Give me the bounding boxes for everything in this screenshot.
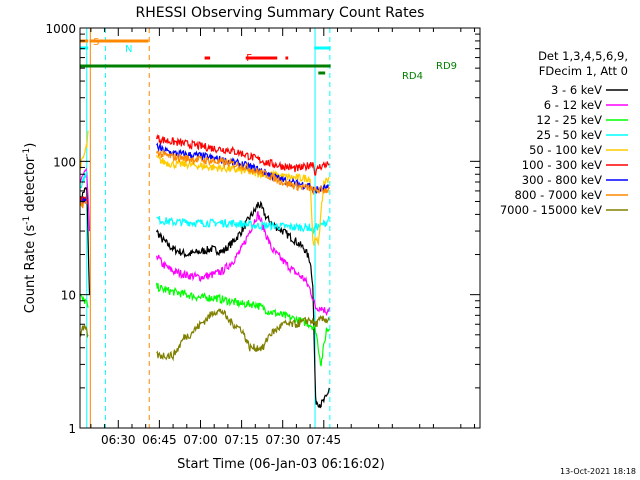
- legend-header-line-1: Det 1,3,4,5,6,9,: [538, 49, 628, 63]
- series-line-800-7000-kev-part-0: [80, 200, 88, 209]
- series-line-50-100-kev-part-0: [80, 130, 89, 170]
- legend-label-800-7000-kev: 800 - 7000 keV: [514, 188, 602, 202]
- y-tick-label-10: 10: [61, 289, 76, 303]
- series-line-100-300-kev-part-1: [156, 133, 330, 176]
- flag-label-rd9: RD9: [436, 61, 457, 72]
- series-line-300-800-kev-part-1: [156, 142, 330, 194]
- plot-content: [80, 28, 331, 428]
- legend-label-12-25-kev: 12 - 25 keV: [536, 113, 602, 127]
- series-line-7000-15000-kev-part-0: [80, 324, 89, 339]
- flag-label-n: N: [125, 44, 132, 55]
- y-axis-label-sup1: -1: [22, 216, 32, 225]
- series-line-6-12-kev-part-0: [80, 167, 91, 232]
- x-tick-label-06-30: 06:30: [101, 433, 136, 447]
- flag-label-rd4: RD4: [402, 71, 423, 82]
- legend-label-7000-15000-kev: 7000 - 15000 keV: [500, 203, 602, 217]
- flag-label-s: S: [93, 37, 99, 48]
- series-line-800-7000-kev-part-1: [156, 149, 330, 195]
- x-axis-label: Start Time (06-Jan-03 06:16:02): [177, 457, 385, 472]
- y-axis-label-sup2: -1: [22, 148, 32, 157]
- legend-header-line-2: FDecim 1, Att 0: [539, 64, 628, 78]
- y-axis-label-part2: detector: [23, 156, 38, 216]
- y-axis-label-part1: Count Rate (s: [23, 225, 38, 314]
- y-axis-label-part3: ): [23, 143, 38, 148]
- series-line-6-12-kev-part-1: [156, 211, 330, 317]
- legend: Det 1,3,4,5,6,9, FDecim 1, Att 0 3 - 6 k…: [500, 49, 628, 217]
- legend-label-50-100-kev: 50 - 100 keV: [529, 143, 602, 157]
- x-tick-label-07-45: 07:45: [307, 433, 342, 447]
- y-tick-label-1000: 1000: [45, 22, 76, 36]
- legend-label-3-6-kev: 3 - 6 keV: [551, 83, 602, 97]
- series-line-12-25-kev-part-0: [80, 293, 89, 308]
- x-tick-label-07-30: 07:30: [265, 433, 300, 447]
- flag-label-f: F: [246, 53, 252, 64]
- x-tick-label-06-45: 06:45: [142, 433, 177, 447]
- y-tick-label-100: 100: [53, 155, 76, 169]
- y-axis-label: Count Rate (s-1 detector-1): [22, 143, 38, 314]
- series-line-3-6-kev-part-1: [156, 200, 330, 409]
- series-line-12-25-kev-part-1: [156, 282, 330, 367]
- plot-frame: [79, 27, 481, 429]
- legend-label-6-12-kev: 6 - 12 keV: [544, 98, 602, 112]
- axes: 06:30 06:45 07:00 07:15 07:30 07:45 1 10 100 1000: [45, 22, 480, 447]
- legend-label-300-800-kev: 300 - 800 keV: [522, 173, 602, 187]
- legend-label-25-50-kev: 25 - 50 keV: [536, 128, 602, 142]
- x-tick-label-07-15: 07:15: [224, 433, 259, 447]
- series-line-7000-15000-kev-part-1: [156, 308, 330, 362]
- series-line-25-50-kev-part-1: [156, 215, 330, 235]
- legend-label-100-300-kev: 100 - 300 keV: [522, 158, 602, 172]
- footer-timestamp: 13-Oct-2021 18:18: [560, 467, 636, 476]
- plot-area: S N F RD9 RD4: [80, 28, 457, 428]
- y-tick-label-1: 1: [68, 422, 76, 436]
- chart-title: RHESSI Observing Summary Count Rates: [136, 5, 425, 21]
- x-tick-label-07-00: 07:00: [183, 433, 218, 447]
- series-line-25-50-kev-part-0: [80, 170, 88, 189]
